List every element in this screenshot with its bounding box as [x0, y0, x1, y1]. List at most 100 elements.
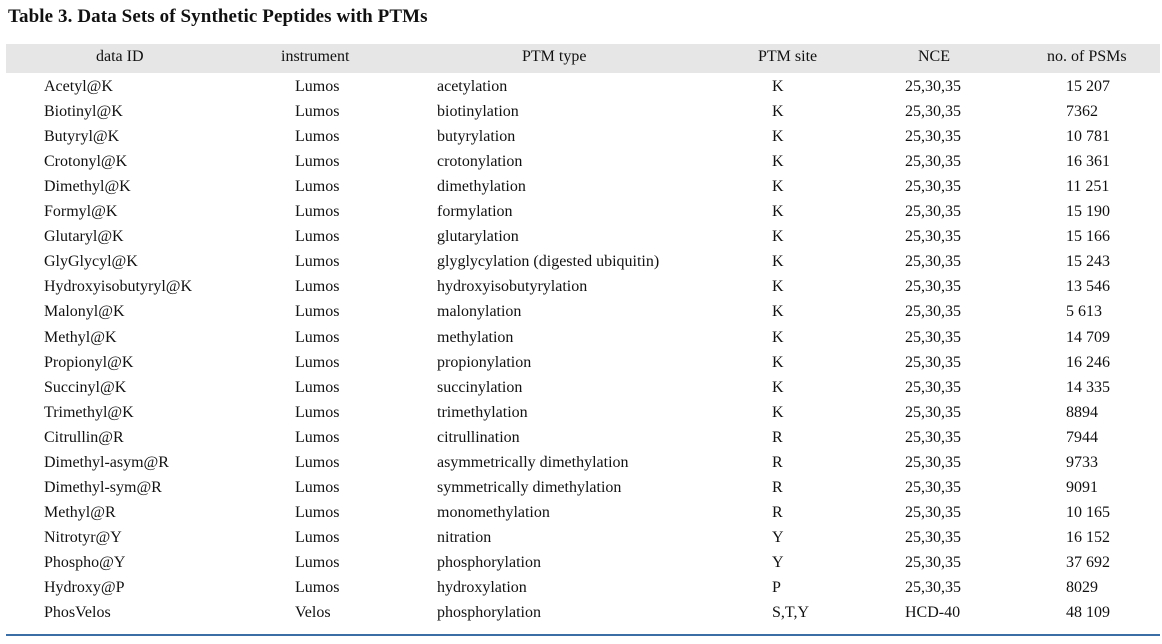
cell-ptm-site: Y — [772, 529, 784, 546]
cell-ptm-site: K — [772, 228, 784, 245]
cell-data-id: Formyl@K — [44, 203, 118, 220]
cell-data-id: Butyryl@K — [44, 128, 120, 145]
cell-data-id: Hydroxy@P — [44, 579, 125, 596]
cell-ptm-site: R — [772, 504, 783, 521]
column-header-ptm-site: PTM site — [758, 48, 818, 65]
cell-nce: 25,30,35 — [905, 303, 961, 320]
cell-ptm-type: asymmetrically dimethylation — [437, 454, 629, 471]
cell-data-id: Glutaryl@K — [44, 228, 124, 245]
cell-ptm-type: crotonylation — [437, 153, 523, 170]
cell-instrument: Lumos — [295, 404, 340, 421]
cell-instrument: Lumos — [295, 329, 340, 346]
table-row: Glutaryl@K Lumos glutarylation K 25,30,35 15 … — [0, 227, 1162, 252]
cell-psms: 9733 — [1066, 454, 1098, 471]
cell-ptm-site: K — [772, 278, 784, 295]
table-row: Methyl@K Lumos methylation K 25,30,35 14 709 — [0, 328, 1162, 353]
table-row: Phospho@Y Lumos phosphorylation Y 25,30,35 37… — [0, 553, 1162, 578]
table-row: Hydroxyisobutyryl@K Lumos hydroxyisobutyry… — [0, 277, 1162, 302]
table-caption: Table 3. Data Sets of Synthetic Peptides… — [8, 6, 428, 27]
cell-ptm-type: symmetrically dimethylation — [437, 479, 622, 496]
cell-instrument: Lumos — [295, 429, 340, 446]
cell-data-id: Methyl@K — [44, 329, 117, 346]
column-header-psms: no. of PSMs — [1047, 48, 1127, 65]
cell-ptm-type: glutarylation — [437, 228, 519, 245]
cell-instrument: Lumos — [295, 178, 340, 195]
table-row: Dimethyl@K Lumos dimethylation K 25,30,35 11 … — [0, 177, 1162, 202]
cell-nce: 25,30,35 — [905, 429, 961, 446]
cell-data-id: Trimethyl@K — [44, 404, 134, 421]
cell-psms: 7944 — [1066, 429, 1098, 446]
cell-nce: 25,30,35 — [905, 153, 961, 170]
table-row: Nitrotyr@Y Lumos nitration Y 25,30,35 16 152 — [0, 528, 1162, 553]
table-row: Biotinyl@K Lumos biotinylation K 25,30,35 736… — [0, 102, 1162, 127]
cell-nce: 25,30,35 — [905, 504, 961, 521]
cell-ptm-type: biotinylation — [437, 103, 519, 120]
cell-psms: 8894 — [1066, 404, 1098, 421]
cell-data-id: Acetyl@K — [44, 78, 113, 95]
cell-instrument: Lumos — [295, 354, 340, 371]
column-header-nce: NCE — [918, 48, 950, 65]
cell-ptm-type: methylation — [437, 329, 514, 346]
cell-ptm-type: hydroxylation — [437, 579, 527, 596]
cell-ptm-site: K — [772, 379, 784, 396]
table-row: Hydroxy@P Lumos hydroxylation P 25,30,35 8029 — [0, 578, 1162, 603]
cell-ptm-type: phosphorylation — [437, 554, 541, 571]
cell-ptm-type: formylation — [437, 203, 513, 220]
cell-data-id: Dimethyl-asym@R — [44, 454, 169, 471]
cell-ptm-site: Y — [772, 554, 784, 571]
cell-ptm-site: K — [772, 128, 784, 145]
table-row: Succinyl@K Lumos succinylation K 25,30,35 14 … — [0, 378, 1162, 403]
cell-psms: 11 251 — [1066, 178, 1110, 195]
cell-nce: 25,30,35 — [905, 203, 961, 220]
table-row: Dimethyl-asym@R Lumos asymmetrically dimet… — [0, 453, 1162, 478]
cell-instrument: Lumos — [295, 529, 340, 546]
cell-ptm-site: K — [772, 153, 784, 170]
cell-ptm-site: K — [772, 253, 784, 270]
cell-ptm-type: butyrylation — [437, 128, 516, 145]
cell-data-id: Succinyl@K — [44, 379, 127, 396]
cell-ptm-site: K — [772, 178, 784, 195]
cell-data-id: Dimethyl@K — [44, 178, 131, 195]
cell-nce: 25,30,35 — [905, 178, 961, 195]
cell-psms: 15 190 — [1066, 203, 1110, 220]
cell-data-id: PhosVelos — [44, 604, 111, 621]
table-row: Malonyl@K Lumos malonylation K 25,30,35 5 613 — [0, 302, 1162, 327]
cell-instrument: Lumos — [295, 379, 340, 396]
cell-ptm-type: citrullination — [437, 429, 520, 446]
cell-nce: 25,30,35 — [905, 278, 961, 295]
cell-nce: 25,30,35 — [905, 454, 961, 471]
table-row: Crotonyl@K Lumos crotonylation K 25,30,35 16 … — [0, 152, 1162, 177]
cell-data-id: Propionyl@K — [44, 354, 134, 371]
cell-instrument: Lumos — [295, 303, 340, 320]
cell-instrument: Lumos — [295, 504, 340, 521]
cell-psms: 8029 — [1066, 579, 1098, 596]
cell-ptm-site: K — [772, 78, 784, 95]
cell-ptm-type: trimethylation — [437, 404, 528, 421]
cell-instrument: Lumos — [295, 554, 340, 571]
column-header-data-id: data ID — [96, 48, 144, 65]
cell-ptm-site: K — [772, 404, 784, 421]
cell-psms: 5 613 — [1066, 303, 1102, 320]
table-row: Citrullin@R Lumos citrullination R 25,30,35 7… — [0, 428, 1162, 453]
table-row: Butyryl@K Lumos butyrylation K 25,30,35 10 78… — [0, 127, 1162, 152]
cell-ptm-site: K — [772, 103, 784, 120]
cell-instrument: Lumos — [295, 203, 340, 220]
table-row: Formyl@K Lumos formylation K 25,30,35 15 190 — [0, 202, 1162, 227]
cell-nce: 25,30,35 — [905, 228, 961, 245]
cell-ptm-type: propionylation — [437, 354, 532, 371]
table-row: Methyl@R Lumos monomethylation R 25,30,35 10 … — [0, 503, 1162, 528]
cell-data-id: Biotinyl@K — [44, 103, 123, 120]
cell-data-id: GlyGlycyl@K — [44, 253, 138, 270]
cell-instrument: Lumos — [295, 479, 340, 496]
cell-data-id: Malonyl@K — [44, 303, 125, 320]
cell-psms: 15 243 — [1066, 253, 1110, 270]
cell-ptm-site: R — [772, 479, 783, 496]
column-header-instrument: instrument — [281, 48, 350, 65]
cell-data-id: Dimethyl-sym@R — [44, 479, 162, 496]
cell-ptm-type: dimethylation — [437, 178, 526, 195]
cell-psms: 9091 — [1066, 479, 1098, 496]
cell-data-id: Methyl@R — [44, 504, 116, 521]
cell-ptm-type: succinylation — [437, 379, 523, 396]
cell-data-id: Nitrotyr@Y — [44, 529, 122, 546]
cell-instrument: Lumos — [295, 278, 340, 295]
